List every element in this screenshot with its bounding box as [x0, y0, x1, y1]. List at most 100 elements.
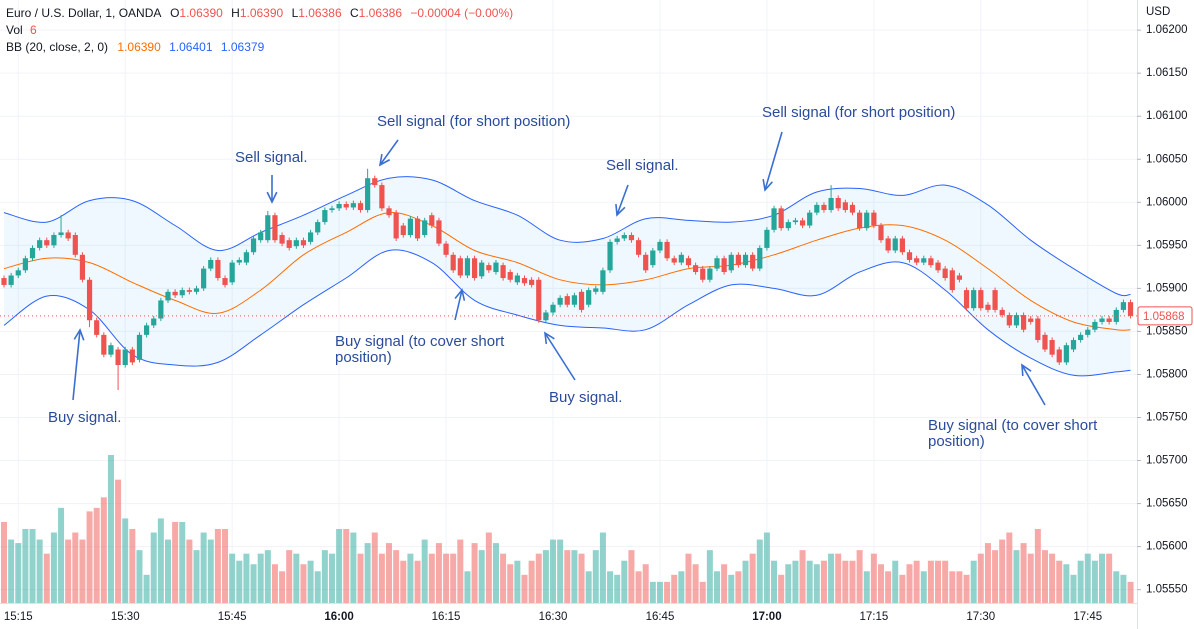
candle-body: [414, 218, 421, 239]
candle-body: [1013, 315, 1020, 326]
volume-bar: [243, 553, 250, 603]
x-tick-label: 15:15: [4, 611, 33, 623]
candle-body: [44, 240, 50, 246]
volume-bar: [407, 553, 414, 603]
candle-body: [550, 304, 556, 313]
volume-bar: [664, 581, 671, 603]
last-price-label: 1.05868: [1143, 311, 1185, 323]
volume-bar: [763, 532, 770, 603]
candle-body: [614, 238, 620, 242]
candle-body: [643, 254, 649, 271]
volume-bar: [771, 560, 778, 603]
candle-body: [885, 238, 891, 251]
candle-body: [935, 262, 941, 271]
candle-body: [799, 220, 806, 226]
candle-body: [1127, 302, 1134, 316]
volume-bar: [271, 564, 278, 603]
candle-body: [536, 279, 542, 321]
volume-bar: [122, 518, 129, 603]
volume-bar: [214, 529, 221, 603]
candle-body: [807, 212, 813, 226]
volume-bar: [792, 560, 799, 603]
volume-bar: [835, 553, 842, 603]
candle-body: [250, 238, 257, 253]
volume-bar: [307, 560, 314, 603]
y-tick-label: 1.05850: [1146, 325, 1188, 337]
volume-bar: [186, 539, 193, 603]
candle-body: [721, 258, 727, 273]
arrow-head: [266, 191, 278, 204]
volume-bar: [585, 571, 592, 603]
volume-bar: [999, 539, 1006, 603]
volume-bar: [706, 550, 713, 603]
volume-bar: [806, 560, 813, 603]
candle-body: [101, 334, 107, 355]
volume-bar: [742, 560, 749, 603]
legend-line: BB (20, close, 2, 0) 1.06390 1.06401 1.0…: [6, 40, 265, 54]
volume-bar: [557, 539, 564, 603]
volume-bar: [485, 532, 492, 603]
volume-bar: [535, 553, 542, 603]
x-tick-label: 17:30: [966, 611, 995, 623]
candle-body: [422, 220, 428, 236]
volume-bar: [942, 560, 949, 603]
candle-body: [821, 204, 827, 211]
candle-body: [229, 262, 235, 283]
candle-body: [79, 254, 86, 280]
candle-body: [1120, 302, 1127, 310]
annotation-text: Sell signal (for short position): [762, 104, 955, 121]
candle-body: [365, 178, 371, 211]
candle-body: [578, 291, 585, 310]
candle-body: [899, 238, 905, 253]
bb-value: 1.06390: [117, 40, 161, 54]
candle-body: [122, 349, 128, 365]
volume-bar: [193, 550, 200, 603]
candle-body: [657, 241, 663, 251]
volume-bar: [115, 479, 122, 603]
volume-bar: [992, 550, 999, 603]
x-tick-label: 16:45: [646, 611, 675, 623]
annotation-arrow: [72, 329, 81, 401]
volume-bar: [1077, 560, 1084, 603]
volume-bar: [350, 532, 357, 603]
volume-bar: [949, 571, 956, 603]
candle-body: [735, 254, 741, 266]
volume-bar: [635, 571, 642, 603]
candle-body: [621, 235, 627, 239]
axes: 1.06200 1.06150 1.06100 1.06050 1.06000 1.059…: [4, 24, 1193, 623]
volume-bar: [1084, 553, 1091, 603]
volume-bar: [286, 550, 293, 603]
candle-body: [222, 278, 228, 285]
candle-body: [8, 275, 14, 285]
candle-body: [864, 212, 870, 229]
volume-bar: [542, 550, 549, 603]
volume-bar: [65, 539, 72, 603]
candle-body: [322, 210, 328, 223]
candle-body: [201, 268, 207, 289]
annotation-text: Sell signal (for short position): [377, 113, 570, 130]
x-tick-label: 15:45: [218, 611, 247, 623]
candle-body: [1099, 318, 1105, 322]
candle-body: [15, 270, 21, 276]
annotation-arrow: [544, 332, 576, 381]
candle-body: [892, 238, 898, 251]
volume-bar: [421, 539, 428, 603]
volume-bar: [72, 532, 79, 603]
candle-body: [842, 202, 848, 211]
candle-body: [493, 262, 499, 273]
symbol: Euro / U.S. Dollar, 1, OANDA: [6, 6, 161, 20]
candle-body: [336, 204, 342, 209]
volume-bar: [172, 521, 179, 603]
volume-bar: [314, 571, 321, 603]
volume-bar: [300, 564, 307, 603]
volume-bar: [143, 574, 150, 603]
annotation-text: Sell signal.: [606, 157, 679, 174]
ohlc-value: 1.06390: [240, 6, 284, 20]
volume-bar: [621, 560, 628, 603]
candle-body: [243, 252, 250, 263]
candle-body: [835, 197, 841, 209]
candle-body: [479, 262, 485, 277]
volume-bar: [1006, 532, 1013, 603]
candle-body: [1, 278, 7, 285]
volume-bar: [222, 529, 229, 603]
